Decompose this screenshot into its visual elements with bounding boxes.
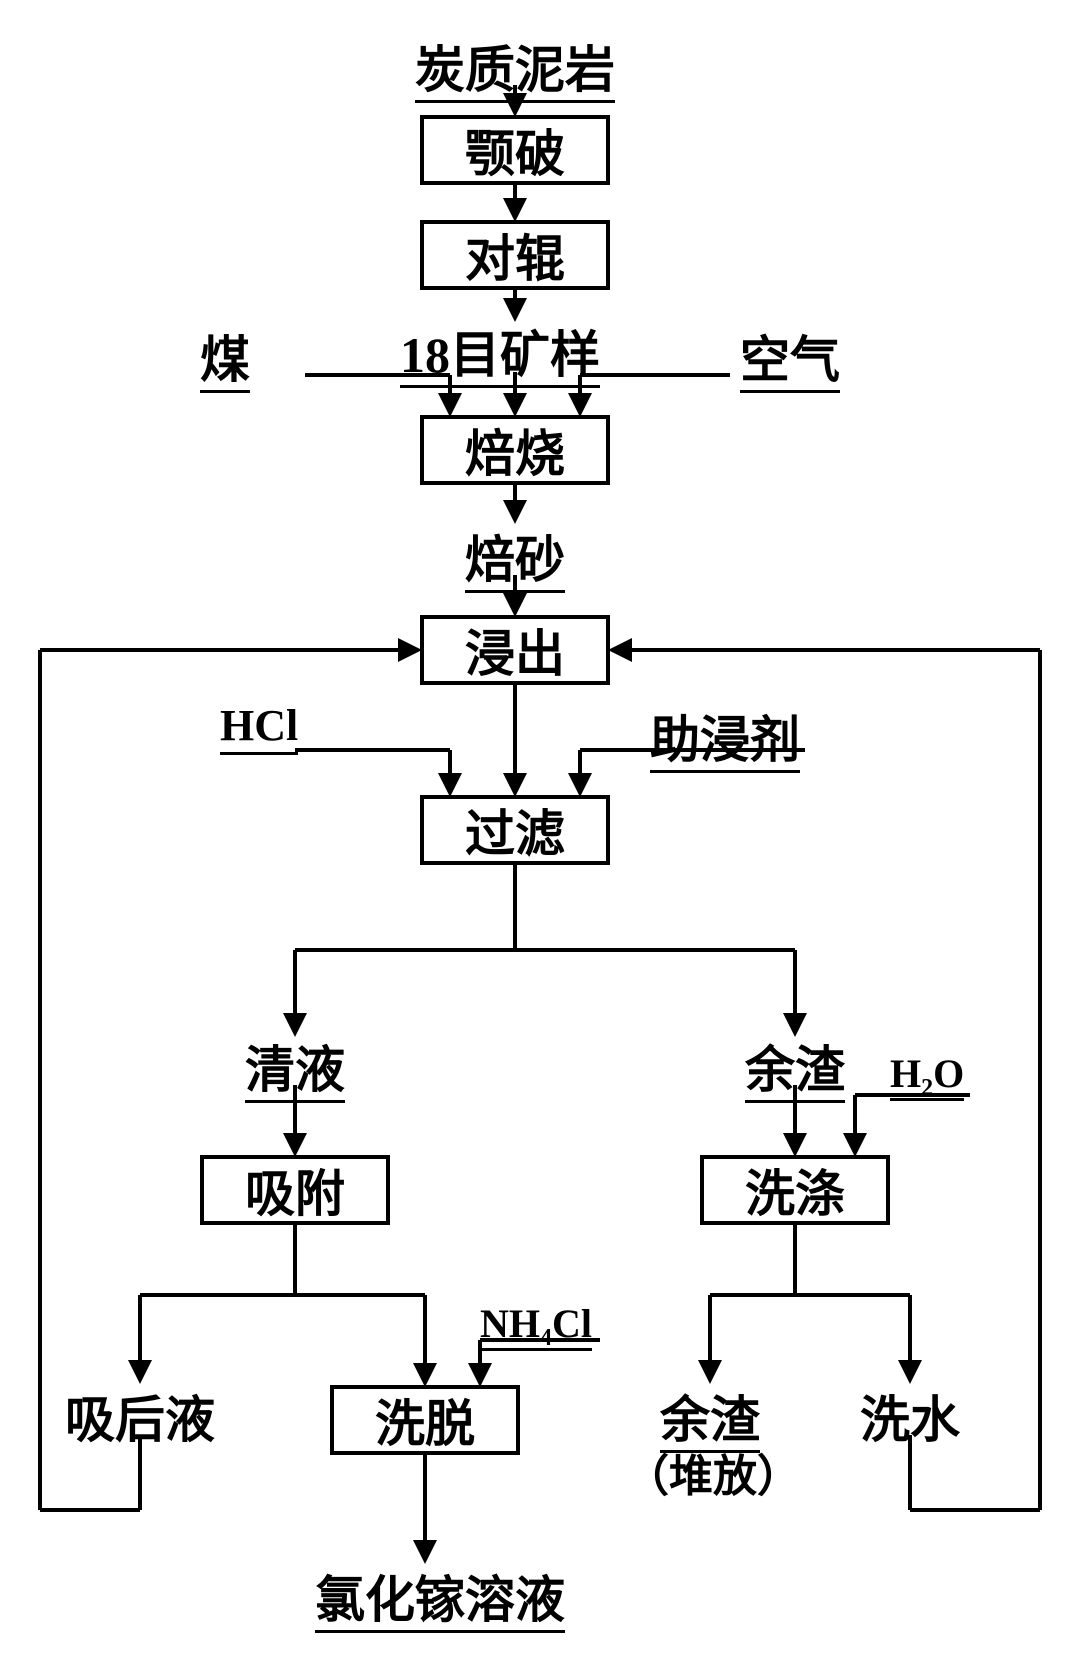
flowchart-container: 颚破对辊焙烧浸出过滤吸附 洗涤洗脱 炭质泥岩 18目矿样 煤 空气焙砂 HCl 助浸剂清液 余渣… xyxy=(20,20,1063,1637)
box-wash: 洗涤 xyxy=(700,1155,890,1225)
label-text-spent_liquid: 吸后液 xyxy=(65,1392,215,1448)
box-elute: 洗脱 xyxy=(330,1385,520,1455)
label-calcine: 焙砂 xyxy=(465,520,565,592)
label-auxiliary: 助浸剂 xyxy=(650,700,800,772)
label-text-calcine: 焙砂 xyxy=(465,532,565,593)
label-text-auxiliary: 助浸剂 xyxy=(650,712,800,773)
label-text-wash_water: 洗水 xyxy=(860,1392,960,1448)
label-text-sample: 18目矿样 xyxy=(400,327,600,388)
box-roll: 对辊 xyxy=(420,220,610,290)
label-wash_water: 洗水 xyxy=(860,1380,960,1452)
box-label-crush: 颚破 xyxy=(465,114,565,186)
box-roast: 焙烧 xyxy=(420,415,610,485)
box-filter: 过滤 xyxy=(420,795,610,865)
label-text-h2o: H₂O xyxy=(890,1051,964,1101)
label-clear_liquid: 清液 xyxy=(245,1030,345,1102)
label-residue: 余渣 xyxy=(745,1030,845,1102)
box-label-leach: 浸出 xyxy=(465,614,565,686)
label-text-residue: 余渣 xyxy=(745,1042,845,1103)
label-coal: 煤 xyxy=(200,320,250,392)
label-text-hcl: HCl xyxy=(220,701,298,755)
box-crush: 颚破 xyxy=(420,115,610,185)
label-text-coal: 煤 xyxy=(200,332,250,393)
label-text-start: 炭质泥岩 xyxy=(415,42,615,103)
box-label-filter: 过滤 xyxy=(465,794,565,866)
box-label-elute: 洗脱 xyxy=(375,1384,475,1456)
label-residue2_note: （堆放） xyxy=(625,1440,801,1504)
label-text-product: 氯化镓溶液 xyxy=(315,1572,565,1633)
box-adsorb: 吸附 xyxy=(200,1155,390,1225)
label-nh4cl: NH₄Cl xyxy=(480,1300,592,1347)
label-text-nh4cl: NH₄Cl xyxy=(480,1301,592,1351)
label-hcl: HCl xyxy=(220,700,298,751)
box-leach: 浸出 xyxy=(420,615,610,685)
label-product: 氯化镓溶液 xyxy=(315,1560,565,1632)
label-air: 空气 xyxy=(740,320,840,392)
label-text-clear_liquid: 清液 xyxy=(245,1042,345,1103)
label-h2o: H₂O xyxy=(890,1050,964,1097)
label-sample: 18目矿样 xyxy=(400,315,600,387)
label-start: 炭质泥岩 xyxy=(415,30,615,102)
label-text-air: 空气 xyxy=(740,332,840,393)
label-text-residue2_note: （堆放） xyxy=(625,1452,801,1501)
box-label-adsorb: 吸附 xyxy=(245,1154,345,1226)
box-label-wash: 洗涤 xyxy=(745,1154,845,1226)
label-spent_liquid: 吸后液 xyxy=(65,1380,215,1452)
box-label-roll: 对辊 xyxy=(465,219,565,291)
box-label-roast: 焙烧 xyxy=(465,414,565,486)
